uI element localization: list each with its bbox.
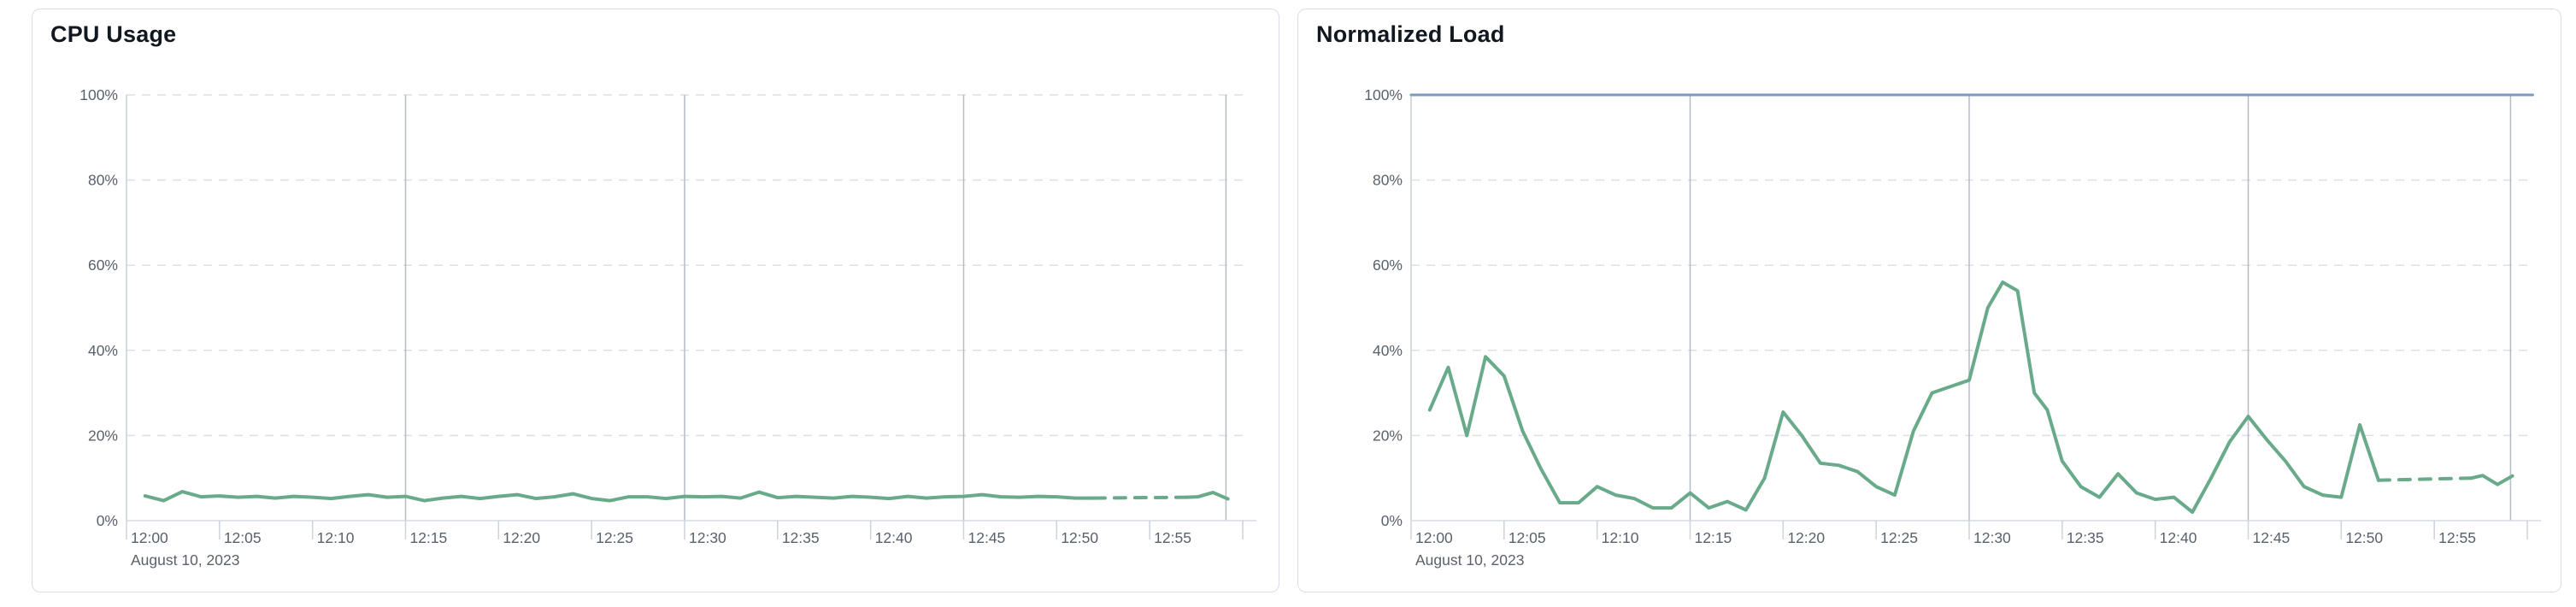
x-axis-label: 12:50	[1061, 529, 1098, 546]
x-axis-label: 12:10	[317, 529, 355, 546]
y-axis-label: 80%	[88, 172, 118, 189]
x-axis-label: 12:10	[1602, 529, 1639, 546]
x-axis-label: 12:30	[1973, 529, 2011, 546]
x-axis-label: 12:25	[1880, 529, 1918, 546]
x-axis-label: 12:50	[2345, 529, 2383, 546]
x-axis-label: 12:20	[503, 529, 540, 546]
chart-title-normalized-load: Normalized Load	[1316, 21, 1505, 47]
y-axis-label: 20%	[88, 427, 118, 444]
y-axis-label: 0%	[1381, 512, 1403, 529]
x-axis-label: 12:45	[2253, 529, 2291, 546]
cpu-usage-card: CPU Usage 0% 20% 40% 60% 80% 100% 12:00 12:05 12…	[32, 9, 1279, 592]
x-axis-label: 12:00	[1415, 529, 1453, 546]
x-axis-label: 12:40	[2160, 529, 2197, 546]
x-axis-label: 12:25	[596, 529, 633, 546]
normalized-load-card: Normalized Load 0% 20% 40% 60% 80% 100% 12:00 1…	[1297, 9, 2561, 592]
x-axis-label: 12:55	[1154, 529, 1191, 546]
x-axis-label: 12:15	[410, 529, 448, 546]
x-axis-label: 12:15	[1695, 529, 1732, 546]
x-axis-label: 12:05	[224, 529, 262, 546]
normalized-load-line-solid	[1427, 280, 2380, 514]
x-axis-label: 12:20	[1787, 529, 1825, 546]
y-axis-label: 40%	[88, 342, 118, 359]
x-axis-label: 12:30	[689, 529, 726, 546]
y-axis-label: 100%	[1364, 86, 1403, 103]
x-axis-label: 12:40	[875, 529, 913, 546]
cpu-usage-line-solid	[143, 490, 1096, 503]
x-axis-label: 12:05	[1509, 529, 1546, 546]
normalized-load-line-dashed	[2376, 476, 2473, 482]
x-axis-label: 12:35	[782, 529, 820, 546]
y-axis-label: 100%	[79, 86, 118, 103]
x-axis-label: 12:55	[2438, 529, 2476, 546]
normalized-load-chart[interactable]: 0% 20% 40% 60% 80% 100% 12:00 12:05 12:10 12:15 12…	[1298, 9, 2562, 593]
y-axis-label: 60%	[1373, 256, 1403, 274]
y-axis-label: 0%	[97, 512, 118, 529]
y-axis-label: 80%	[1373, 172, 1403, 189]
x-axis-label: 12:35	[2067, 529, 2104, 546]
cpu-usage-chart[interactable]: 0% 20% 40% 60% 80% 100% 12:00 12:05 12:10 12:15 12…	[32, 9, 1280, 593]
x-axis-date-label: August 10, 2023	[1415, 551, 1524, 569]
x-axis-date-label: August 10, 2023	[131, 551, 239, 569]
y-axis-label: 20%	[1373, 427, 1403, 444]
cpu-usage-line-solid	[1185, 491, 1230, 501]
y-axis-label: 40%	[1373, 342, 1403, 359]
chart-title-cpu-usage: CPU Usage	[50, 21, 177, 47]
x-axis-label: 12:00	[131, 529, 168, 546]
normalized-load-line-solid	[2469, 474, 2514, 486]
y-axis-label: 60%	[88, 256, 118, 274]
x-axis-label: 12:45	[968, 529, 1006, 546]
